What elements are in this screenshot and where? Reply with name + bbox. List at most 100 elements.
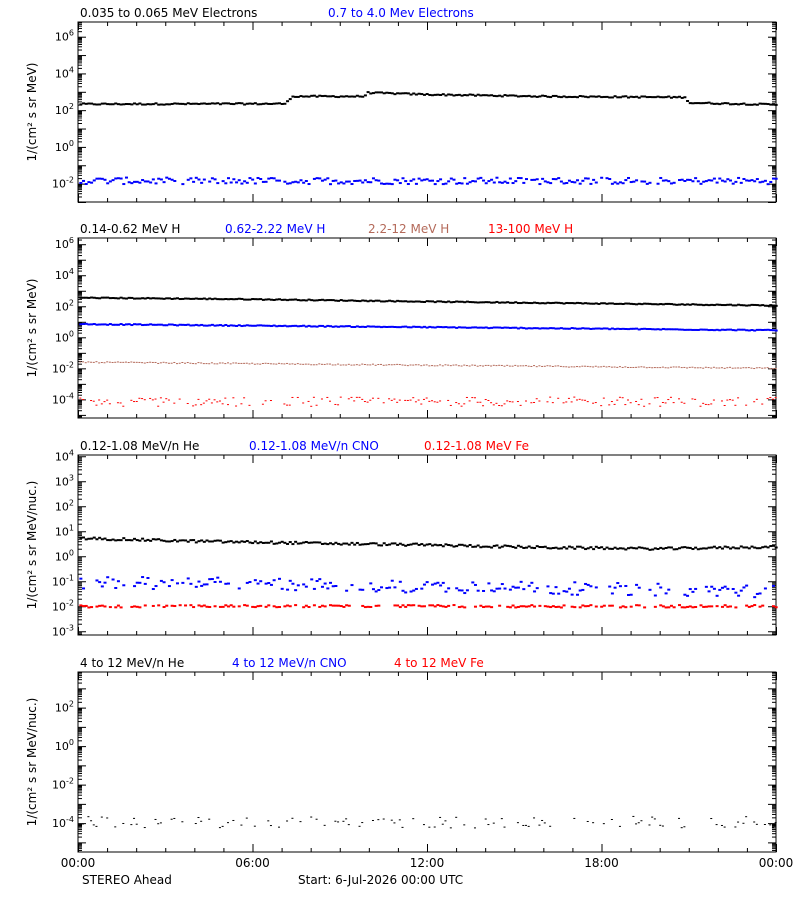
- data-point: [498, 94, 502, 97]
- data-point: [431, 583, 435, 586]
- data-point: [205, 298, 209, 301]
- data-point: [251, 102, 255, 105]
- data-point: [653, 328, 657, 331]
- data-point: [272, 542, 276, 545]
- data-point: [433, 365, 436, 367]
- data-point: [103, 401, 106, 403]
- data-point: [616, 547, 620, 550]
- data-point: [653, 605, 657, 608]
- data-point: [514, 94, 518, 97]
- data-point: [436, 93, 440, 96]
- data-point: [167, 297, 171, 300]
- data-point: [554, 606, 558, 609]
- data-point: [404, 92, 408, 95]
- data-point: [763, 824, 766, 826]
- data-point: [720, 179, 724, 182]
- data-point: [433, 543, 437, 546]
- data-point: [103, 102, 107, 105]
- data-point: [640, 327, 644, 330]
- data-point: [729, 303, 733, 306]
- data-point: [393, 398, 396, 400]
- data-point: [667, 180, 671, 183]
- data-point: [173, 605, 177, 608]
- data-point: [103, 605, 107, 608]
- data-point: [570, 180, 574, 183]
- data-point: [702, 547, 706, 550]
- data-point: [84, 296, 88, 299]
- data-point: [734, 102, 738, 105]
- data-point: [337, 299, 341, 302]
- data-point: [723, 367, 726, 369]
- data-point: [320, 398, 323, 400]
- data-point: [406, 300, 410, 303]
- data-point: [624, 404, 627, 406]
- data-point: [106, 103, 110, 106]
- data-point: [361, 181, 365, 184]
- data-point: [720, 586, 724, 589]
- data-point: [441, 605, 445, 608]
- data-point: [460, 605, 464, 608]
- data-point: [135, 361, 138, 363]
- data-point: [659, 328, 663, 331]
- data-point: [726, 178, 730, 181]
- data-point: [758, 328, 762, 331]
- data-point: [632, 547, 636, 550]
- data-point: [291, 181, 295, 184]
- data-point: [200, 820, 203, 822]
- data-point: [753, 821, 756, 823]
- data-point: [329, 325, 333, 328]
- data-point: [186, 297, 190, 300]
- data-point: [275, 102, 279, 105]
- data-point: [307, 95, 311, 98]
- data-point: [691, 606, 695, 609]
- data-point: [694, 177, 698, 180]
- data-point: [769, 329, 773, 332]
- y-tick-label: 100: [55, 548, 74, 563]
- data-point: [170, 362, 173, 364]
- data-point: [653, 303, 657, 306]
- data-point: [707, 101, 711, 104]
- data-point: [347, 363, 350, 365]
- data-point: [559, 365, 562, 367]
- data-point: [482, 606, 486, 609]
- data-point: [170, 297, 174, 300]
- data-point: [337, 325, 341, 328]
- data-point: [508, 606, 512, 609]
- data-point: [186, 102, 190, 105]
- data-point: [323, 542, 327, 545]
- data-point: [119, 606, 123, 609]
- data-point: [428, 826, 431, 828]
- data-point: [551, 592, 555, 595]
- data-point: [291, 363, 294, 365]
- data-point: [315, 404, 318, 406]
- data-point: [551, 94, 555, 97]
- data-point: [686, 178, 690, 181]
- data-point: [275, 363, 278, 365]
- data-point: [146, 180, 150, 183]
- data-point: [468, 93, 472, 96]
- data-point: [433, 93, 437, 96]
- data-point: [363, 179, 367, 182]
- data-point: [734, 591, 738, 594]
- data-point: [683, 328, 687, 331]
- data-point: [251, 178, 255, 181]
- data-point: [742, 304, 746, 307]
- data-point: [310, 364, 313, 366]
- data-point: [181, 183, 185, 186]
- legend-label: 0.14-0.62 MeV H: [80, 222, 180, 236]
- data-point: [444, 182, 448, 185]
- data-point: [111, 297, 115, 300]
- data-point: [535, 95, 539, 98]
- data-point: [516, 177, 520, 180]
- data-point: [686, 367, 689, 369]
- data-point: [398, 580, 402, 583]
- data-point: [350, 364, 353, 366]
- data-point: [315, 177, 319, 180]
- data-point: [541, 546, 545, 549]
- data-point: [774, 368, 777, 370]
- data-point: [589, 585, 593, 588]
- data-point: [382, 402, 385, 404]
- data-point: [398, 364, 401, 366]
- data-point: [431, 326, 435, 329]
- data-point: [143, 827, 146, 829]
